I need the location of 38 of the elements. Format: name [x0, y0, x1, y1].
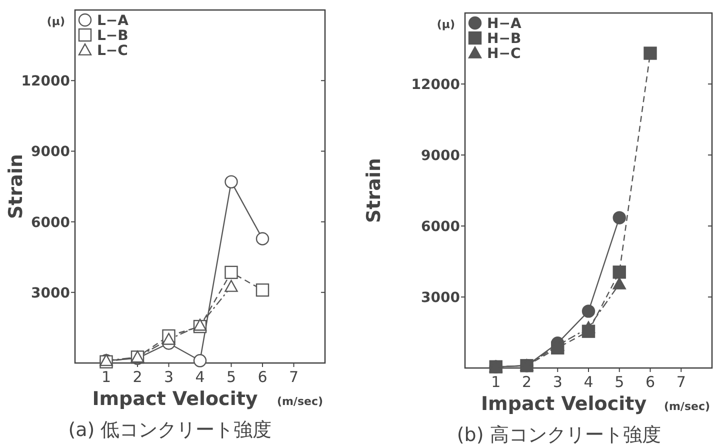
x-tick-label: 4 — [195, 368, 205, 386]
legend-label: H−B — [487, 31, 522, 47]
legend-label: L−B — [97, 28, 128, 44]
x-tick-label: 5 — [226, 368, 236, 386]
x-tick-label: 7 — [676, 373, 686, 391]
x-tick-label: 3 — [552, 373, 562, 391]
legend-label: L−A — [97, 13, 129, 29]
text: (m/sec) — [664, 400, 710, 413]
y-axis-title: Strain — [5, 154, 27, 219]
x-tick-label: 1 — [491, 373, 501, 391]
y-tick-label: 3000 — [421, 290, 460, 306]
y-tick-label: 9000 — [421, 148, 460, 164]
x-tick-label: 5 — [614, 373, 624, 391]
legend-label: L−C — [97, 43, 128, 59]
x-tick-label: 2 — [132, 368, 142, 386]
x-tick-label: 6 — [645, 373, 656, 391]
text: (μ) — [436, 18, 455, 31]
x-axis-title: Impact Velocity — [480, 393, 648, 415]
legend-label: H−C — [487, 46, 521, 62]
y-axis-title: Strain — [363, 158, 385, 223]
text: (μ) — [46, 15, 65, 28]
legend-label: H−A — [487, 16, 522, 32]
y-tick-label: 12000 — [21, 74, 70, 90]
y-tick-label: 6000 — [421, 219, 460, 235]
x-tick-label: 7 — [288, 368, 299, 386]
x-tick-label: 4 — [584, 373, 594, 391]
text: (b) 高コンクリート強度 — [456, 424, 661, 444]
y-tick-label: 6000 — [31, 214, 70, 231]
x-tick-label: 1 — [101, 368, 112, 386]
x-axis-title: Impact Velocity — [92, 388, 258, 410]
x-tick-label: 3 — [164, 368, 174, 386]
y-tick-label: 12000 — [411, 77, 460, 93]
text: (m/sec) — [276, 395, 323, 408]
y-tick-label: 9000 — [31, 144, 70, 160]
x-tick-label: 2 — [522, 373, 532, 391]
text: (a) 低コンクリート強度 — [68, 419, 272, 441]
y-tick-label: 3000 — [31, 285, 70, 302]
x-tick-label: 6 — [258, 368, 268, 386]
